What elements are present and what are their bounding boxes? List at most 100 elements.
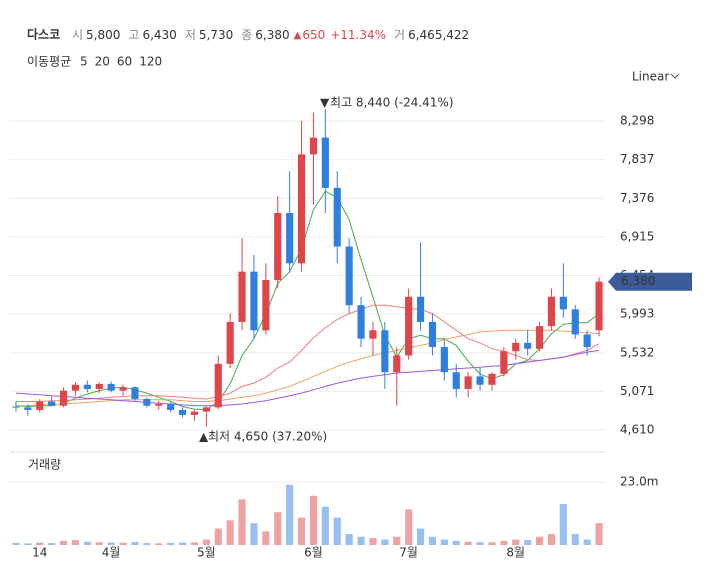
quote-label: 저 [185,28,196,42]
volume-bar [583,539,591,545]
volume-bar [416,528,425,545]
quote-value: 6,430 [142,28,176,42]
quote-value: 5,730 [199,28,233,42]
volume-bar [59,540,68,545]
candle-body [178,409,187,415]
y-tick-label: 8,298 [620,114,654,128]
volume-bar [524,540,532,545]
candle-body [512,342,520,352]
y-tick-label: 4,610 [620,423,654,437]
candle-body [143,399,151,406]
volume-label: 거 [394,28,405,42]
candle-body [405,296,413,356]
candle-body [24,407,32,410]
volume-value: 6,465,422 [408,28,469,42]
y-tick-label: 5,071 [620,384,654,398]
volume-title: 거래량 [28,458,61,472]
candle-body [357,305,365,339]
high-annotation: 최고 8,440 (-24.41%) [330,96,454,110]
volume-bar [512,539,520,545]
candle-body [309,137,318,155]
volume-bar [119,542,127,545]
quote: 시 5,800 고 6,430 저 5,730 종 6,380 ▲650 +11.34% 거 6,46… [72,28,469,42]
volume-bar [428,536,437,545]
volume-bar [488,542,496,545]
dropdown-icon[interactable] [670,73,680,79]
x-tick-label: 8월 [506,546,525,560]
volume-bar [440,539,448,545]
stock-name: 다스코 [27,27,60,42]
candle-body [428,321,437,348]
candle-body [250,271,258,331]
x-tick-label: 7월 [399,546,418,560]
volume-bar [24,543,32,545]
candle-body [321,137,329,188]
y-tick-label: 6,915 [620,229,654,243]
volume-bar [357,536,365,545]
y-tick-label: 7,837 [620,152,654,166]
candle-body [547,296,556,327]
volume-bar [250,523,258,545]
candle-body [595,281,603,331]
volume-bar [381,539,389,545]
volume-bar [405,509,413,545]
low-arrow: ▲ [199,430,209,444]
volume-bar [274,512,282,545]
change: 650 [302,28,325,42]
volume-bar [547,534,556,545]
ma-line [15,190,600,411]
candle-body [381,330,389,373]
volume-bar [131,541,139,545]
candle-body [286,213,294,264]
volume-bar [202,539,210,545]
quote-label: 종 [241,28,252,42]
volume-bar [71,540,80,545]
volume-bar [48,543,56,545]
x-tick-label: 6월 [304,546,323,560]
volume-bar [297,517,306,545]
volume-bar [476,542,484,545]
quote-label: 고 [128,28,139,42]
volume-bar [309,495,318,545]
volume-bar [36,542,44,545]
volume-bar [95,542,103,545]
volume-bar [155,543,163,545]
volume-bar [464,541,472,545]
volume-bar [369,538,377,545]
price-tag [608,272,692,291]
volume-bar [178,542,187,545]
candle-body [71,384,80,391]
quote-value: 5,800 [86,28,120,42]
y-tick-label: 5,993 [620,307,654,321]
volume-bar [321,506,329,545]
legend-entry: 20 [95,55,110,69]
volume-bar [107,542,115,545]
price-tag-label: 6,380 [621,274,655,288]
volume-bar [286,484,294,545]
ma-legend: 5 20 60 120 [80,55,162,69]
candle-body [452,372,460,389]
volume-bar [571,534,579,545]
candle-body [559,296,567,310]
volume-bar [143,543,151,545]
candle-body [262,280,270,331]
candle-body [333,187,341,247]
candle-body [12,406,20,408]
volume-bar [12,542,20,545]
candle-body [416,296,425,322]
candle-body [476,376,484,385]
scale-mode[interactable]: Linear [632,70,669,84]
candle-body [119,387,127,391]
candle-body [214,363,222,408]
volume-bar [83,541,91,545]
x-tick-label: 5월 [197,546,216,560]
change-arrow: ▲ [294,30,302,41]
candle-body [369,330,377,339]
candle-body [393,355,401,373]
low-annotation: 최저 4,650 (37.20%) [208,430,327,444]
legend-entry: 60 [117,55,132,69]
y-tick-label: 23.0m [620,475,658,489]
candle-body [167,404,175,410]
candle-body [583,334,591,348]
